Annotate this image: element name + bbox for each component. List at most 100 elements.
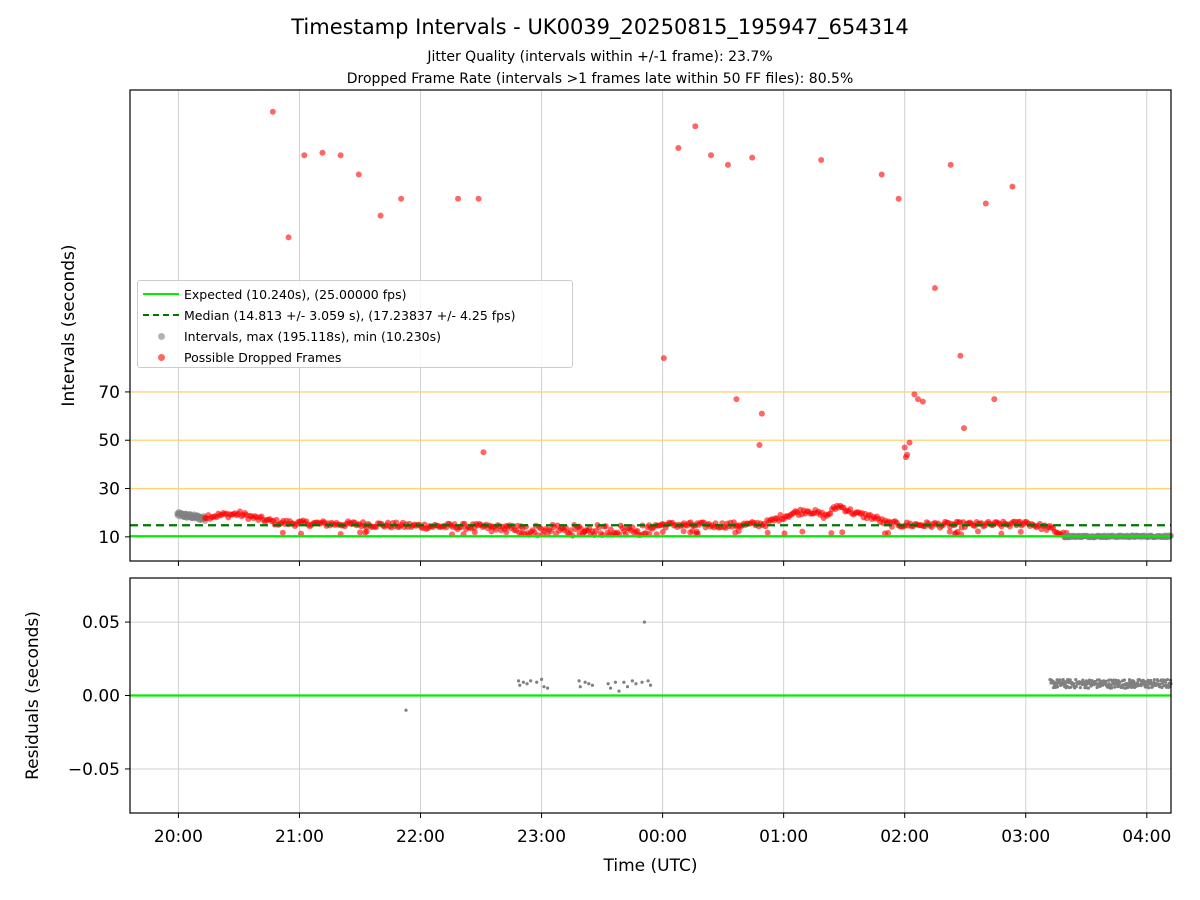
x-tick-label: 01:00 [759,827,808,847]
dropped-frame-point [518,530,525,537]
residual-point [646,679,650,683]
legend-label-dropped: Possible Dropped Frames [184,349,342,365]
dropped-frame-point [946,528,953,535]
residual-point [590,683,594,687]
residual-point [1135,681,1140,685]
dropped-frame-point [581,528,588,535]
residuals-panel: 0.05 0.00 −0.05 20:00 21:00 22:00 23:00 00:00 01… [23,577,1173,876]
residual-point [1104,679,1108,683]
dropped-frame-point [675,144,682,151]
chart-legend: Expected (10.240s), (25.00000 fps) Media… [137,280,573,368]
legend-entry-dropped: Possible Dropped Frames [138,347,341,367]
dropped-frame-point [733,396,740,403]
residual-point [516,679,521,683]
legend-entry-intervals: Intervals, max (195.118s), min (10.230s) [138,326,441,346]
residuals-y-tick-label: 0.00 [82,687,120,707]
residual-point [1149,678,1153,683]
residual-point [583,680,587,684]
dropped-frame-point [480,449,487,456]
dropped-frame-point [646,530,653,537]
dropped-frame-point [1017,528,1024,535]
x-tick-label: 23:00 [517,827,566,847]
dropped-frame-point [337,152,344,159]
residual-point [1152,678,1156,682]
residual-point [1118,680,1122,684]
legend-label-expected: Expected (10.240s), (25.00000 fps) [184,286,407,302]
residual-point [521,680,526,684]
dropped-frame-point [475,195,482,202]
dropped-frame-point [799,528,806,535]
residual-point [1068,678,1072,682]
residual-point [1078,686,1082,690]
dropped-frame-point [947,161,954,168]
dropped-frame-point [764,529,771,536]
dropped-frame-point [974,528,981,535]
dropped-frame-point [680,528,687,535]
dropped-frame-point [904,451,911,458]
x-tick-label: 02:00 [880,827,929,847]
dropped-frame-point [298,530,305,537]
dropped-frame-point [818,157,825,164]
residual-point [1072,682,1076,686]
residual-point [608,686,613,690]
legend-entry-median: Median (14.813 +/- 3.059 s), (17.23837 +… [138,305,515,325]
residual-point [1055,678,1059,682]
residual-point [1165,678,1170,682]
residual-point [630,679,634,683]
residual-point [1074,677,1078,682]
residual-point [613,680,617,684]
residual-point [529,679,533,683]
dropped-frame-point [839,529,846,536]
dropped-frame-point [692,123,699,130]
dropped-frame-point [547,528,554,535]
dropped-frame-point [488,528,495,535]
residual-point [648,683,653,687]
residual-point [1069,685,1073,689]
dropped-frame-point [355,171,362,178]
dropped-frame-point [895,195,902,202]
intervals-y-tick-label: 10 [98,528,120,548]
dropped-frame-point [285,234,292,241]
x-tick-label: 21:00 [275,827,324,847]
x-tick-label: 00:00 [638,827,687,847]
chart-subtitle-dropped: Dropped Frame Rate (intervals >1 frames … [346,71,854,87]
dropped-frame-point [781,530,788,537]
residual-point [642,620,647,624]
dropped-frame-point [931,285,938,292]
residual-point [1163,680,1168,684]
dropped-frame-point [911,391,918,398]
residual-point [1055,685,1060,689]
residual-point [525,682,529,686]
dropped-frame-point [562,524,569,531]
x-tick-label: 22:00 [396,827,445,847]
dropped-frame-point [471,529,478,536]
legend-label-intervals: Intervals, max (195.118s), min (10.230s) [184,328,441,344]
dropped-frame-point [762,523,769,530]
residual-point [1160,685,1164,690]
dropped-frame-point [357,529,364,536]
residual-point [535,680,539,684]
intervals-panel: 10 30 50 70 Intervals (seconds) [59,89,1174,566]
residuals-y-axis-label: Residuals (seconds) [23,611,43,780]
residual-point [1122,678,1127,682]
dropped-frame-point [1009,183,1016,190]
dropped-frame-point [398,195,405,202]
dropped-frame-point [919,398,926,405]
residual-point [1110,686,1114,690]
residual-point [577,679,581,683]
intervals-y-axis-label: Intervals (seconds) [59,244,79,406]
residual-point [546,686,550,690]
residual-point [1058,678,1062,682]
dropped-frame-point [273,516,280,523]
dropped-frame-point [758,410,765,417]
dropped-frame-point [319,149,326,156]
legend-entry-expected: Expected (10.240s), (25.00000 fps) [138,284,406,304]
dropped-frame-point [982,200,989,207]
dropped-frame-point [503,529,510,536]
residual-point [578,685,582,689]
dropped-frame-point [756,442,763,449]
dropped-frame-point [901,444,908,451]
dropped-frame-point [878,171,885,178]
chart-subtitle-jitter: Jitter Quality (intervals within +/-1 fr… [427,49,773,65]
